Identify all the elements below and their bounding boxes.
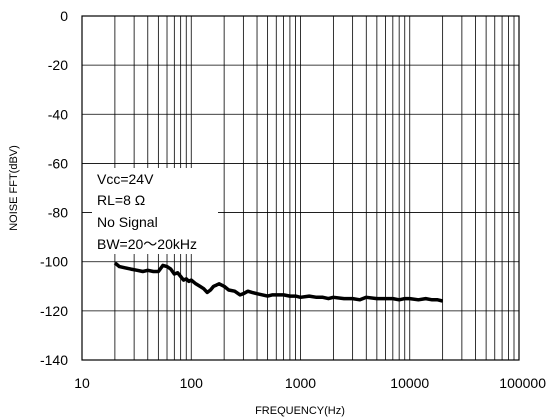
y-tick-label: -120 xyxy=(40,303,68,319)
x-tick-label: 100000 xyxy=(499,375,546,391)
y-axis-title: NOISE FFT(dBV) xyxy=(8,145,20,231)
annotation-line-4: BW=20～20kHz xyxy=(97,236,197,252)
x-axis-title: FREQUENCY(Hz) xyxy=(255,405,345,417)
x-tick-label: 100 xyxy=(180,375,204,391)
annotation-line-3: No Signal xyxy=(97,214,158,230)
x-tick-label: 1000 xyxy=(285,375,316,391)
x-tick-label: 10000 xyxy=(390,375,429,391)
noise-series-line xyxy=(115,263,443,301)
x-tick-labels: 10 100 1000 10000 100000 xyxy=(74,375,546,391)
y-tick-label: -140 xyxy=(40,352,68,368)
y-tick-label: -20 xyxy=(48,57,68,73)
y-tick-label: 0 xyxy=(60,8,68,24)
y-tick-labels: 0 -20 -40 -60 -80 -100 -120 -140 xyxy=(40,8,68,368)
y-tick-label: -60 xyxy=(48,155,68,171)
annotation-line-2: RL=8 Ω xyxy=(97,192,145,208)
x-tick-label: 10 xyxy=(74,375,90,391)
y-tick-label: -100 xyxy=(40,254,68,270)
y-tick-label: -40 xyxy=(48,106,68,122)
y-tick-label: -80 xyxy=(48,205,68,221)
annotation-line-1: Vcc=24V xyxy=(97,171,154,187)
